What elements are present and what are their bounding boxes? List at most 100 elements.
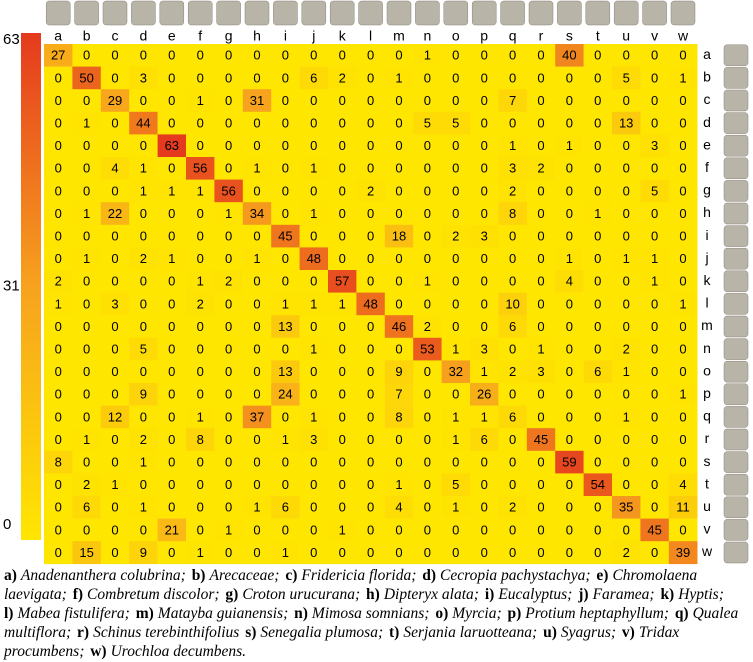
- cell-label: 0: [679, 93, 686, 108]
- heatmap-cell: [186, 541, 215, 565]
- heatmap-cell: [242, 337, 272, 361]
- cell-label: 0: [679, 522, 686, 537]
- cell-label: 0: [452, 93, 459, 108]
- cell-label: 0: [537, 296, 544, 311]
- cell-label: 3: [481, 229, 488, 244]
- cell-label: 0: [452, 319, 459, 334]
- cell-label: 9: [140, 387, 147, 402]
- cell-label: 0: [339, 409, 346, 424]
- caption-key: k): [660, 586, 675, 603]
- cell-label: 13: [278, 319, 292, 334]
- heatmap-cell: [384, 496, 414, 519]
- cell-label: 0: [537, 183, 544, 198]
- heatmap-cell: [100, 134, 130, 158]
- cell-label: 0: [395, 342, 402, 357]
- cell-label: 0: [594, 183, 601, 198]
- cell-label: 0: [395, 138, 402, 153]
- cell-label: 0: [225, 48, 232, 63]
- pollen-icon: [723, 202, 749, 225]
- pollen-icon: [528, 0, 554, 26]
- cell-label: 1: [83, 206, 90, 221]
- heatmap-cell: [498, 44, 528, 67]
- heatmap-cell: [186, 44, 215, 67]
- cell-label: 0: [509, 545, 516, 560]
- cell-label: 0: [140, 229, 147, 244]
- heatmap-cell: [100, 89, 130, 113]
- caption-name: Protium heptaphyllum;: [525, 605, 669, 622]
- cell-label: 0: [623, 522, 630, 537]
- cell-label: 6: [282, 500, 289, 515]
- cell-label: 46: [392, 319, 406, 334]
- cell-label: 0: [367, 206, 374, 221]
- pollen-icon: [500, 0, 525, 26]
- caption-name: Arecaceae;: [209, 567, 280, 584]
- cell-label: 2: [339, 70, 346, 85]
- cell-label: 0: [509, 387, 516, 402]
- colorbar: [21, 33, 41, 540]
- heatmap-cell: [72, 44, 102, 67]
- cell-label: 1: [83, 432, 90, 447]
- cell-label: 0: [55, 229, 62, 244]
- heatmap-cell: [214, 202, 244, 226]
- heatmap-cell: [583, 337, 613, 361]
- caption-name: Faramea;: [592, 586, 655, 603]
- caption-key: a): [4, 567, 17, 584]
- cell-label: 0: [168, 116, 175, 131]
- heatmap-cell: [555, 157, 584, 180]
- heatmap-cell: [328, 360, 357, 384]
- heatmap-cell: [186, 315, 215, 339]
- cell-label: 1: [566, 251, 573, 266]
- heatmap-cell: [356, 134, 386, 158]
- cell-label: 56: [193, 161, 207, 176]
- heatmap-cell: [526, 111, 556, 135]
- cell-label: 1: [197, 93, 204, 108]
- cell-label: 0: [424, 183, 431, 198]
- heatmap-cell: [129, 496, 158, 519]
- cell-label: 0: [55, 319, 62, 334]
- heatmap-cell: [413, 405, 442, 429]
- heatmap-cell: [100, 44, 130, 67]
- heatmap-cell: [100, 202, 130, 226]
- cell-label: 1: [140, 161, 147, 176]
- heatmap-cell: [526, 89, 556, 113]
- cell-label: 0: [651, 93, 658, 108]
- cell-label: 0: [481, 274, 488, 289]
- heatmap-cell: [640, 89, 670, 113]
- heatmap-cell: [498, 224, 528, 248]
- heatmap-cell: [441, 157, 471, 180]
- cell-label: 8: [395, 409, 402, 424]
- caption-key: m): [135, 605, 154, 622]
- heatmap-cell: [612, 405, 641, 429]
- cell-label: 0: [282, 409, 289, 424]
- heatmap-cell: [157, 383, 187, 406]
- cell-label: 0: [594, 161, 601, 176]
- cell-label: 0: [168, 274, 175, 289]
- heatmap-cell: [612, 134, 641, 158]
- cell-label: 0: [282, 70, 289, 85]
- heatmap-cell: [413, 224, 442, 248]
- heatmap-cell: [72, 157, 102, 180]
- heatmap-cell: [186, 247, 215, 271]
- pollen-icon: [45, 0, 71, 26]
- heatmap-cell: [583, 157, 613, 180]
- cell-label: 0: [55, 183, 62, 198]
- heatmap-cell: [328, 383, 357, 406]
- x-tick-label: m: [393, 28, 405, 44]
- heatmap-cell: [242, 450, 272, 474]
- cell-label: 1: [679, 387, 686, 402]
- heatmap-cell: [214, 247, 244, 271]
- cell-label: 0: [55, 432, 62, 447]
- cell-label: 0: [367, 70, 374, 85]
- heatmap-cell: [186, 89, 215, 113]
- x-tick-label: s: [566, 28, 573, 44]
- heatmap-cell: [100, 450, 130, 474]
- cell-label: 0: [367, 432, 374, 447]
- cell-label: 1: [623, 251, 630, 266]
- caption-name: Fridericia florida;: [301, 567, 417, 584]
- caption-key: p): [507, 605, 522, 622]
- cell-label: 0: [253, 319, 260, 334]
- cell-label: 2: [537, 161, 544, 176]
- heatmap-cell: [498, 247, 528, 271]
- cell-label: 0: [111, 387, 118, 402]
- cell-label: 37: [250, 409, 264, 424]
